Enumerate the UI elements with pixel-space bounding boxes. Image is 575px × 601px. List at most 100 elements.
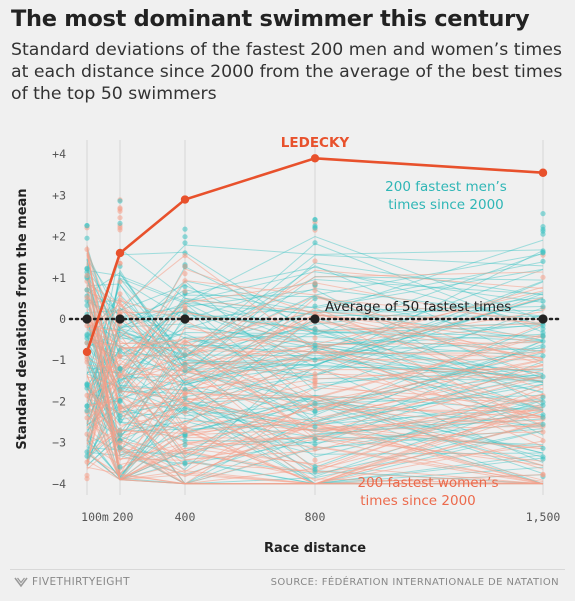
swimmer-line <box>86 380 544 480</box>
swimmer-dot <box>312 216 318 223</box>
swimmer-dot <box>84 431 90 437</box>
swimmer-line <box>86 318 544 436</box>
swimmer-dot <box>540 304 546 310</box>
swimmer-dot <box>182 390 188 396</box>
swimmer-dot <box>312 223 318 229</box>
swimmer-dot <box>84 323 90 329</box>
y-tick-labels: +4 +3 +2 +1 0 −1 −2 −3 −4 <box>52 147 66 491</box>
swimmer-line <box>86 248 544 450</box>
swimmer-dot <box>117 220 123 226</box>
y-axis-label: Standard deviations from the mean <box>15 188 30 449</box>
swimmer-dot <box>117 291 123 297</box>
swimmer-line <box>86 270 544 303</box>
swimmer-dot <box>312 296 318 302</box>
swimmer-dot <box>540 414 546 420</box>
swimmer-dot <box>117 347 123 353</box>
swimmer-line <box>86 282 544 398</box>
swimmer-dot <box>540 445 546 451</box>
swimmer-dot <box>84 415 90 421</box>
swimmer-dot <box>84 453 90 459</box>
swimmer-dot <box>540 421 546 427</box>
swimmer-dot <box>117 440 123 446</box>
swimmer-dot <box>117 215 123 221</box>
swimmer-dot <box>540 353 546 359</box>
swimmer-dot <box>540 298 546 304</box>
swimmer-dot <box>182 428 188 434</box>
swimmer-dot <box>84 403 90 409</box>
swimmer-dot <box>182 365 188 371</box>
swimmer-dot <box>312 335 318 341</box>
swimmer-dot <box>117 208 123 214</box>
mean-point <box>82 314 92 324</box>
swimmer-dot <box>312 408 318 414</box>
swimmer-line <box>86 262 544 380</box>
swimmer-dot <box>84 408 90 414</box>
swimmer-dot <box>117 366 123 372</box>
swimmer-dot <box>540 274 546 280</box>
y-tick-label: 0 <box>59 312 66 326</box>
swimmer-dot <box>84 246 90 252</box>
swimmer-dot <box>312 378 318 384</box>
swimmer-dot <box>117 279 123 285</box>
swimmer-dot <box>182 449 188 455</box>
swimmer-dot <box>182 271 188 277</box>
ledecky-point <box>180 195 190 204</box>
swimmer-dot <box>117 445 123 451</box>
swimmer-dot <box>540 402 546 408</box>
swimmer-dot <box>182 240 188 246</box>
y-tick-label: +1 <box>52 271 66 285</box>
x-tick-label: 400 <box>175 510 196 524</box>
y-tick-label: −1 <box>52 353 66 367</box>
swimmer-line <box>86 258 544 384</box>
swimmer-dot <box>117 297 123 303</box>
swimmer-dot <box>312 436 318 442</box>
swimmer-dot <box>84 331 90 338</box>
swimmer-line <box>86 271 544 462</box>
swimmer-dot <box>182 352 188 358</box>
swimmer-line <box>86 309 544 485</box>
swimmer-dot <box>84 459 90 465</box>
swimmer-dot <box>182 401 188 407</box>
x-tick-labels: 100m 200 400 800 1,500 <box>81 510 560 524</box>
mean-point <box>115 314 125 324</box>
swimmer-dot <box>84 295 90 301</box>
swimmer-dot <box>540 332 546 339</box>
swimmer-dot <box>312 457 318 463</box>
men-annotation-line-2: times since 2000 <box>388 197 504 213</box>
fivethirtyeight-logo-icon <box>14 577 28 588</box>
swimmer-dot <box>540 231 546 237</box>
swimmer-dot <box>540 456 546 462</box>
ledecky-point <box>538 168 548 177</box>
swimmer-dot <box>117 398 123 404</box>
swimmer-dot <box>540 374 546 380</box>
mean-line-layer <box>68 314 560 324</box>
swimmer-dot <box>540 348 546 354</box>
x-axis-label: Race distance <box>264 541 366 556</box>
swimmer-dot <box>117 309 123 315</box>
swimmer-dot <box>182 406 188 412</box>
swimmer-line <box>86 321 544 442</box>
swimmer-dot <box>540 322 546 329</box>
swimmer-dot <box>312 401 318 407</box>
swimmer-dot <box>84 356 90 362</box>
swimmer-dot <box>182 442 188 448</box>
swimmer-dot <box>540 429 546 435</box>
swimmer-dots <box>84 197 546 482</box>
swimmer-line <box>86 434 544 466</box>
swimmer-dot <box>117 372 123 379</box>
x-tick-label: 200 <box>113 510 134 524</box>
swimmer-dot <box>117 413 123 419</box>
footer-divider <box>10 569 565 570</box>
swimmer-dot <box>117 198 123 204</box>
ledecky-point <box>115 248 125 258</box>
swimmer-line <box>86 299 544 402</box>
swimmer-dot <box>182 303 188 310</box>
swimmer-dot <box>117 464 123 470</box>
x-tick-label: 800 <box>305 510 326 524</box>
mean-annotation: Average of 50 fastest times <box>325 299 511 315</box>
swimmer-dot <box>84 287 90 293</box>
swimmer-line <box>86 294 544 400</box>
swimmer-dot <box>117 406 123 412</box>
swimmer-dot <box>182 226 188 232</box>
